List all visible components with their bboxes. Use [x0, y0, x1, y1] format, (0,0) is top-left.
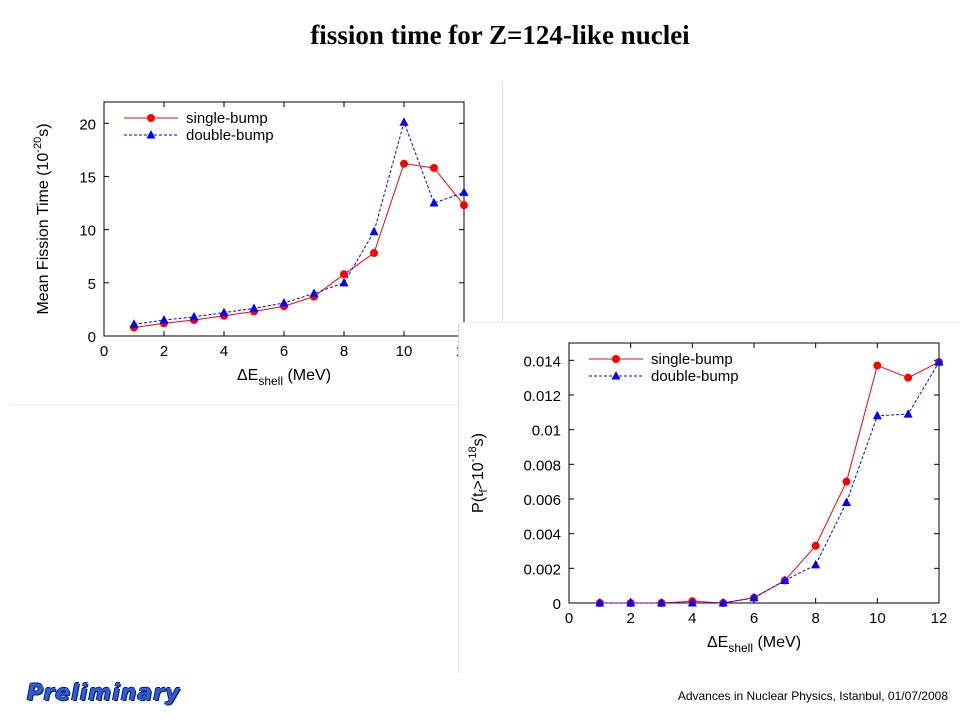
data-point-double-bump	[934, 357, 944, 366]
data-point-single-bump	[370, 249, 378, 258]
data-point-double-bump	[279, 298, 289, 307]
x-tick-label: 2	[160, 343, 168, 360]
data-point-single-bump	[873, 361, 882, 370]
y-tick-label: 0.008	[523, 457, 561, 474]
x-tick-label: 2	[626, 610, 634, 627]
data-point-double-bump	[626, 598, 636, 607]
x-tick-label: 10	[869, 610, 886, 627]
legend-marker-single-bump	[612, 355, 620, 363]
data-point-double-bump	[811, 559, 821, 569]
data-point-double-bump	[903, 409, 913, 418]
data-point-double-bump	[309, 288, 319, 297]
footer-text: Advances in Nuclear Physics, Istanbul, 0…	[677, 689, 948, 703]
data-point-double-bump	[780, 575, 790, 584]
legend-label-single-bump: single-bump	[651, 351, 733, 368]
plot-frame	[568, 342, 940, 604]
y-tick-label: 15	[79, 169, 96, 186]
x-axis-label: ΔEshell (MeV)	[237, 367, 331, 388]
series-line-single-bump	[133, 163, 465, 328]
preliminary-label: Preliminary	[27, 681, 181, 706]
data-point-double-bump	[749, 592, 759, 602]
data-point-single-bump	[430, 163, 438, 172]
legend-label-double-bump: double-bump	[186, 127, 274, 144]
y-tick-label: 0.006	[523, 492, 561, 509]
x-tick-label: 8	[811, 610, 819, 627]
x-tick-label: 0	[100, 343, 108, 360]
y-tick-label: 0.002	[523, 561, 561, 578]
data-point-double-bump	[657, 598, 666, 607]
data-point-double-bump	[595, 598, 605, 607]
data-point-double-bump	[459, 187, 469, 196]
series-line-double-bump	[599, 361, 940, 604]
y-tick-label: 0.004	[523, 527, 561, 544]
mean-fission-time-chart: 02468101205101520ΔEshell (MeV)Mean Fissi…	[32, 101, 472, 388]
x-tick-label: 12	[931, 610, 948, 627]
probability-panel: 0 2 4 6 8 10 12 0 0.002 0.004 0.006 0.008 0.01 0.012 0…	[458, 322, 960, 673]
data-point-double-bump	[339, 277, 349, 287]
data-point-double-bump	[429, 198, 439, 207]
y-tick-label: 20	[79, 116, 96, 133]
y-axis-label: P(tf>10-18s)	[467, 433, 490, 513]
legend-label-single-bump: single-bump	[186, 110, 268, 127]
data-point-double-bump	[159, 315, 169, 324]
data-point-single-bump	[400, 159, 408, 168]
data-point-single-bump	[460, 201, 468, 210]
x-tick-label: 0	[565, 610, 573, 627]
legend-marker-double-bump	[146, 130, 156, 139]
y-tick-label: 0	[553, 596, 561, 613]
data-point-double-bump	[189, 311, 199, 321]
data-point-double-bump	[687, 598, 697, 607]
y-tick-label: 5	[88, 276, 96, 293]
y-tick-label: 0	[88, 329, 96, 346]
data-point-double-bump	[718, 598, 728, 607]
y-axis-label: Mean Fission Time (10-20s)	[32, 123, 52, 314]
data-point-single-bump	[340, 270, 348, 279]
data-point-double-bump	[842, 497, 851, 506]
series-line-single-bump	[599, 361, 940, 604]
x-tick-label: 6	[750, 610, 758, 627]
data-point-double-bump	[399, 117, 409, 126]
legend-marker-single-bump	[147, 114, 155, 122]
mean-fission-time-panel: 02468101205101520ΔEshell (MeV)Mean Fissi…	[10, 82, 503, 405]
slide-title: fission time for Z=124-like nuclei	[310, 20, 690, 50]
x-tick-label: 4	[220, 343, 228, 360]
data-point-double-bump	[129, 319, 139, 328]
legend-label-double-bump: double-bump	[651, 368, 739, 385]
x-tick-label: 8	[340, 343, 348, 360]
probability-chart: 0 2 4 6 8 10 12 0 0.002 0.004 0.006 0.008 0.01 0.012 0…	[467, 342, 948, 655]
data-point-single-bump	[811, 541, 820, 550]
y-tick-label: 10	[79, 223, 96, 240]
data-point-double-bump	[872, 410, 882, 420]
data-point-single-bump	[842, 477, 851, 486]
x-tick-label: 6	[280, 343, 288, 360]
series-line-double-bump	[133, 120, 465, 325]
y-tick-label: 0.01	[532, 423, 561, 440]
data-point-double-bump	[249, 303, 259, 312]
x-axis-label: ΔEshell (MeV)	[707, 634, 801, 655]
x-tick-label: 4	[688, 610, 696, 627]
legend-marker-double-bump	[611, 371, 621, 380]
y-tick-label: 0.012	[523, 388, 561, 405]
data-point-double-bump	[369, 226, 379, 236]
y-tick-label: 0.014	[523, 353, 561, 370]
x-tick-label: 10	[396, 343, 413, 360]
data-point-double-bump	[219, 307, 229, 317]
data-point-single-bump	[904, 373, 913, 382]
